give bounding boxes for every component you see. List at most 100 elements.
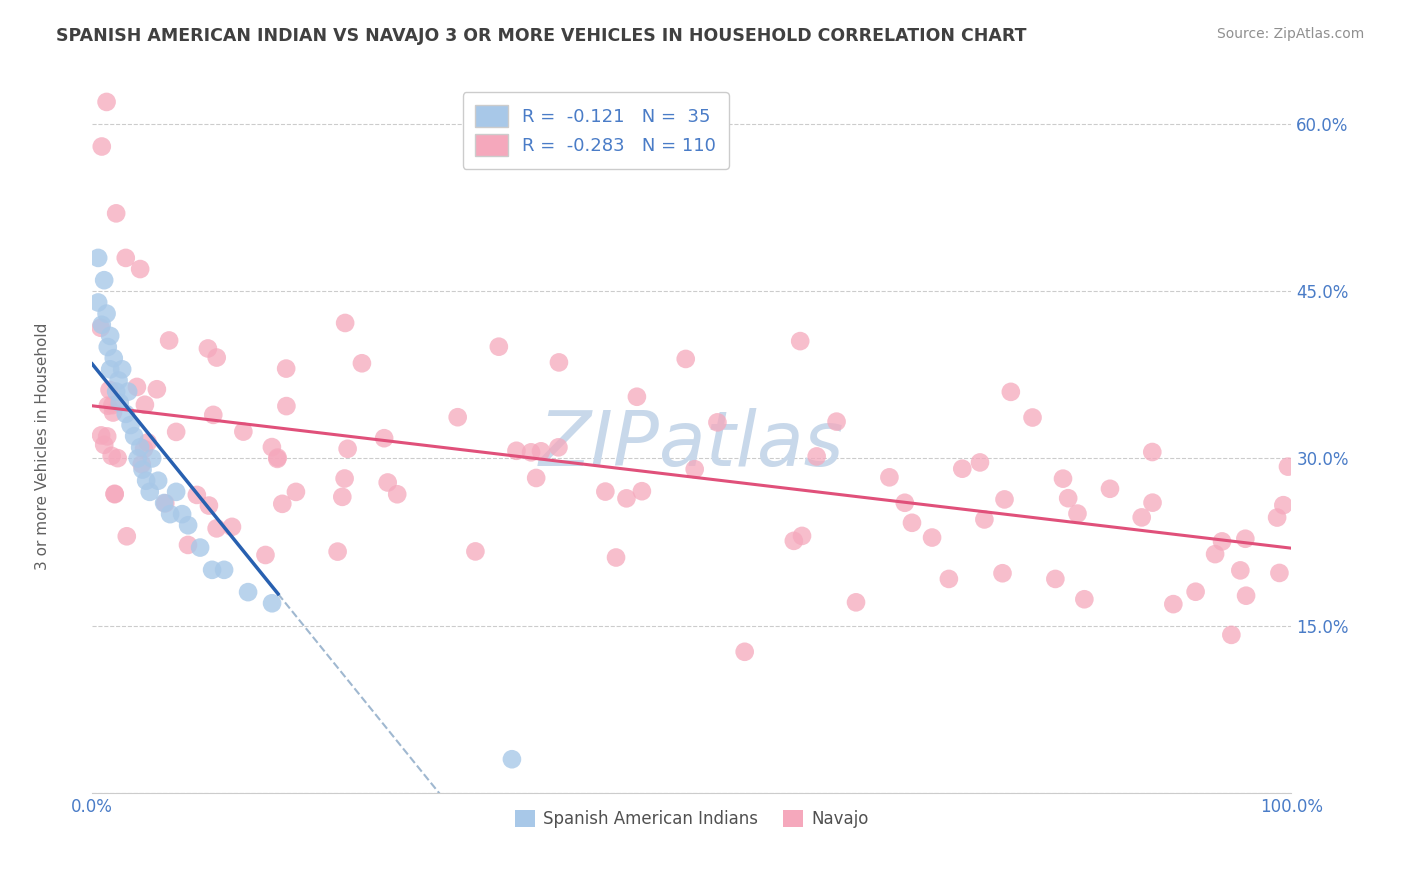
Point (333, 316, 356, 330)
Point (790, 529, 813, 543)
Point (96, 307, 118, 321)
Point (198, 499, 221, 513)
Point (122, 429, 145, 443)
Point (104, 487, 127, 501)
Point (98, 362, 121, 376)
Point (1184, 584, 1206, 599)
Point (201, 563, 224, 577)
Point (114, 251, 136, 265)
Point (276, 399, 298, 413)
Point (90, 318, 112, 332)
Point (153, 496, 176, 510)
Point (125, 380, 148, 394)
Point (1268, 566, 1291, 580)
Point (683, 462, 706, 476)
Point (595, 484, 617, 499)
Point (96, 95, 118, 109)
Point (188, 541, 211, 555)
Point (254, 548, 277, 562)
Point (373, 431, 395, 445)
Point (845, 595, 868, 609)
Point (127, 451, 149, 466)
Point (1142, 496, 1164, 510)
Point (129, 440, 152, 454)
Point (155, 496, 177, 510)
Point (950, 461, 973, 475)
Point (212, 563, 235, 577)
Point (1204, 547, 1226, 561)
Point (131, 462, 153, 476)
Point (90, 139, 112, 153)
Point (1052, 472, 1074, 486)
Point (107, 374, 129, 388)
Point (501, 752, 523, 766)
Point (232, 425, 254, 439)
Point (177, 538, 200, 552)
Point (186, 488, 208, 502)
Point (547, 441, 569, 455)
Point (260, 440, 283, 454)
Point (104, 487, 127, 501)
Point (172, 507, 194, 521)
Point (101, 398, 124, 412)
Point (1073, 592, 1095, 607)
Point (969, 455, 991, 469)
Point (1272, 498, 1295, 512)
Point (266, 451, 288, 466)
Point (197, 342, 219, 356)
Point (631, 484, 654, 499)
Point (87, 295, 110, 310)
Point (165, 425, 187, 439)
Point (134, 398, 156, 412)
Point (806, 450, 828, 464)
Point (336, 442, 359, 456)
Point (266, 450, 288, 465)
Point (330, 490, 353, 504)
Point (616, 491, 638, 506)
Point (1130, 510, 1153, 524)
Point (111, 362, 134, 376)
Point (107, 451, 129, 466)
Point (447, 410, 470, 425)
Point (135, 474, 157, 488)
Point (132, 442, 155, 456)
Point (333, 471, 356, 485)
Point (114, 407, 136, 421)
Point (1220, 628, 1243, 642)
Point (236, 585, 259, 599)
Text: Source: ZipAtlas.com: Source: ZipAtlas.com (1216, 27, 1364, 41)
Point (97, 340, 120, 354)
Point (205, 351, 228, 365)
Point (98, 329, 121, 343)
Point (626, 390, 648, 404)
Point (1000, 384, 1022, 399)
Point (973, 512, 995, 526)
Point (991, 566, 1014, 581)
Legend: Spanish American Indians, Navajo: Spanish American Indians, Navajo (508, 804, 876, 835)
Point (706, 415, 728, 429)
Point (1057, 491, 1080, 506)
Point (131, 457, 153, 471)
Point (548, 355, 571, 369)
Point (1265, 510, 1288, 524)
Point (524, 471, 547, 485)
Point (90, 320, 112, 334)
Point (271, 497, 294, 511)
Point (139, 484, 162, 499)
Point (894, 496, 917, 510)
Point (1229, 563, 1251, 577)
Point (136, 435, 159, 450)
Point (1211, 534, 1233, 549)
Point (938, 572, 960, 586)
Point (221, 520, 243, 534)
Point (520, 445, 543, 459)
Point (1277, 459, 1299, 474)
Point (115, 529, 138, 543)
Point (93, 273, 115, 287)
Point (783, 533, 806, 548)
Point (141, 451, 163, 466)
Point (350, 356, 373, 370)
Text: 3 or more Vehicles in Household: 3 or more Vehicles in Household (35, 322, 49, 570)
Point (96, 429, 118, 443)
Point (105, 206, 128, 220)
